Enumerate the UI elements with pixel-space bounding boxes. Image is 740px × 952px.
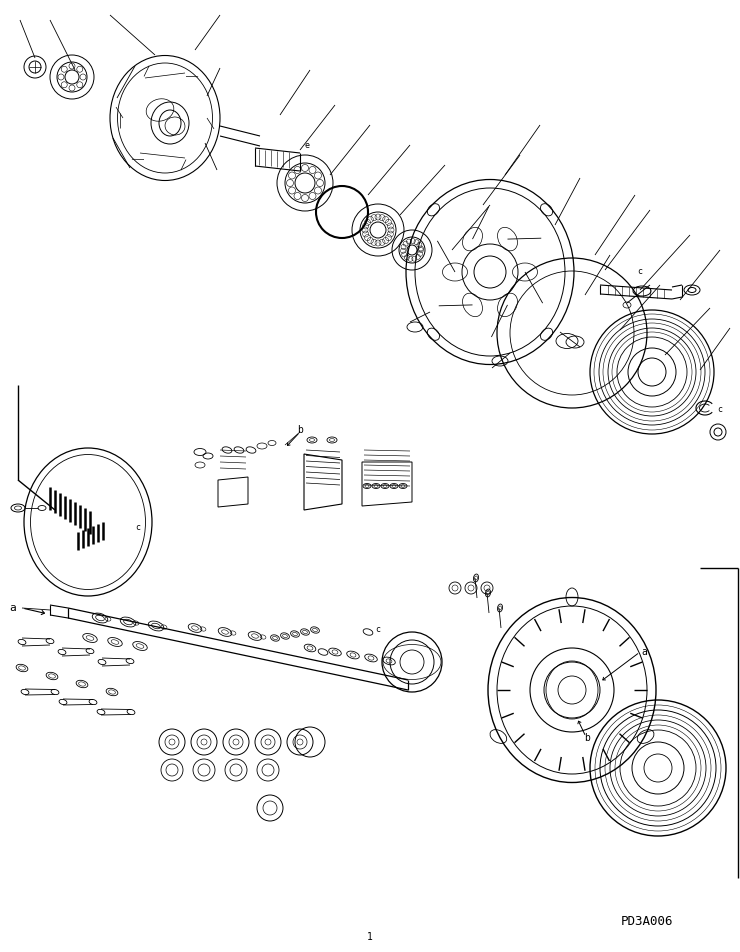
Text: c: c (637, 268, 642, 276)
Text: a: a (641, 647, 647, 657)
Text: c: c (135, 523, 141, 531)
Text: 1: 1 (367, 932, 373, 942)
Text: e: e (304, 142, 309, 150)
Text: c: c (718, 406, 722, 414)
Text: b: b (297, 425, 303, 435)
Text: c: c (375, 625, 380, 634)
Text: a: a (10, 603, 16, 613)
Text: b: b (584, 733, 590, 743)
Text: PD3A006: PD3A006 (622, 915, 673, 928)
